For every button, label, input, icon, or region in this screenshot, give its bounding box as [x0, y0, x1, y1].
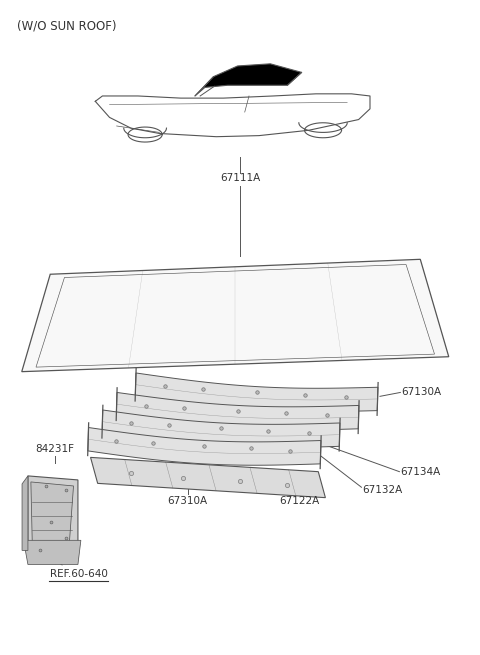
Polygon shape	[102, 410, 340, 448]
Text: 67130A: 67130A	[401, 388, 442, 398]
Polygon shape	[116, 392, 359, 430]
Text: 84231F: 84231F	[36, 444, 74, 454]
Polygon shape	[91, 457, 325, 498]
Polygon shape	[28, 476, 78, 559]
Polygon shape	[22, 476, 28, 550]
Polygon shape	[88, 428, 321, 465]
Polygon shape	[31, 482, 73, 546]
Text: REF.60-640: REF.60-640	[50, 569, 108, 579]
Text: (W/O SUN ROOF): (W/O SUN ROOF)	[17, 19, 117, 32]
Text: 67111A: 67111A	[220, 173, 260, 183]
Text: 67122A: 67122A	[279, 496, 319, 506]
Polygon shape	[24, 540, 81, 565]
Polygon shape	[22, 259, 449, 371]
Polygon shape	[135, 373, 378, 411]
Text: 67132A: 67132A	[362, 485, 403, 495]
Text: 67310A: 67310A	[168, 496, 208, 506]
Polygon shape	[195, 64, 301, 96]
Text: 67134A: 67134A	[400, 467, 441, 477]
